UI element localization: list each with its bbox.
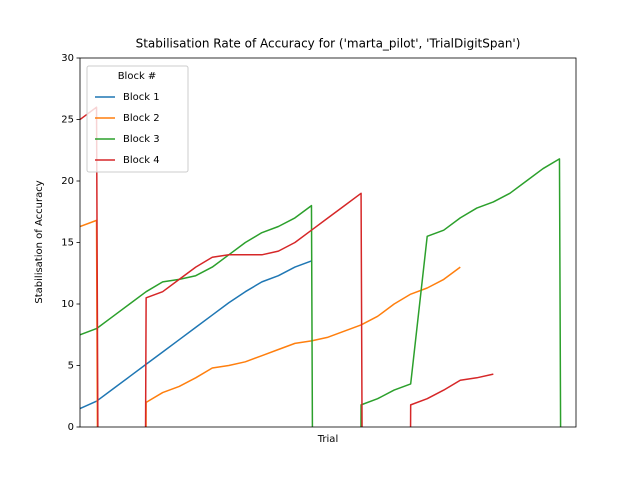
y-tick-label: 0 xyxy=(68,422,74,433)
y-tick-label: 5 xyxy=(68,361,74,372)
y-axis-label: Stabilisation of Accuracy xyxy=(34,180,45,303)
y-tick-label: 15 xyxy=(61,238,74,249)
legend-label: Block 1 xyxy=(123,92,160,103)
x-axis-label: Trial xyxy=(317,434,338,445)
plot-lines xyxy=(80,106,562,427)
series-line xyxy=(80,219,461,427)
legend-label: Block 4 xyxy=(123,155,160,166)
y-tick-label: 20 xyxy=(61,176,74,187)
y-tick-label: 25 xyxy=(61,115,74,126)
legend-label: Block 2 xyxy=(123,113,160,124)
legend-label: Block 3 xyxy=(123,134,160,145)
y-tick-label: 10 xyxy=(61,299,74,310)
chart-title: Stabilisation Rate of Accuracy for ('mar… xyxy=(136,37,521,51)
legend-title: Block # xyxy=(118,71,157,82)
legend-box xyxy=(86,65,189,173)
y-tick-label: 30 xyxy=(61,53,74,64)
series-line xyxy=(80,260,312,410)
legend: Block # Block 1 Block 2 Block 3 Block 4 xyxy=(86,65,189,173)
series-line xyxy=(80,158,562,427)
series-line xyxy=(80,106,494,427)
